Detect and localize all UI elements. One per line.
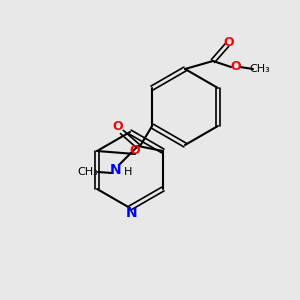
Text: O: O [231, 61, 241, 74]
Text: O: O [112, 119, 123, 133]
Text: N: N [110, 163, 122, 177]
Text: H: H [124, 167, 132, 177]
Text: N: N [126, 206, 138, 220]
Text: CH₃: CH₃ [250, 64, 270, 74]
Text: CH₃: CH₃ [77, 167, 98, 177]
Text: O: O [130, 145, 140, 158]
Text: O: O [224, 35, 234, 49]
